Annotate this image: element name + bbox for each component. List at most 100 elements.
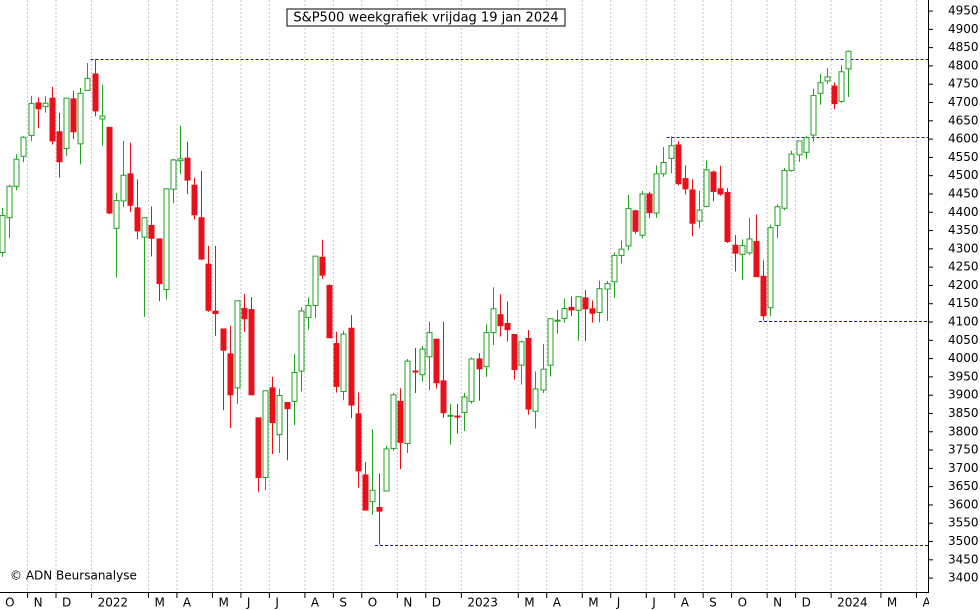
y-tick-label: 3600 xyxy=(948,497,979,511)
candle-body xyxy=(156,238,163,285)
candle-body xyxy=(255,417,262,478)
candle-body xyxy=(611,254,618,283)
y-tick-label: 4250 xyxy=(948,260,979,274)
x-tick-label: S xyxy=(709,596,717,610)
candle-body xyxy=(106,126,113,214)
y-tick-label: 4150 xyxy=(948,296,979,310)
candle-body xyxy=(547,318,554,366)
candle-body xyxy=(724,192,731,243)
candle-body xyxy=(35,102,42,110)
candle-body xyxy=(276,395,283,436)
candle-body xyxy=(824,76,831,82)
x-tick-label: J xyxy=(651,596,656,610)
candle-body xyxy=(376,506,383,512)
y-tick-label: 4850 xyxy=(948,40,979,54)
candle-body xyxy=(838,71,845,102)
x-tick-label: A xyxy=(681,596,690,610)
x-tick-label: N xyxy=(403,596,412,610)
candle-body xyxy=(84,77,91,91)
x-tick-label: D xyxy=(802,596,811,610)
x-tick-label: A xyxy=(922,596,931,610)
candle-body xyxy=(682,178,689,190)
candle-body xyxy=(632,210,639,232)
candle-body xyxy=(333,343,340,387)
x-tick-label: 2022 xyxy=(98,596,129,610)
candle-body xyxy=(319,256,326,276)
y-tick-label: 4100 xyxy=(948,315,979,329)
candle-body xyxy=(461,396,468,413)
x-tick-label: M xyxy=(887,596,897,610)
candle-body xyxy=(28,103,35,136)
x-tick-label: A xyxy=(183,596,192,610)
candle-body xyxy=(831,85,838,105)
candle-body xyxy=(70,98,77,133)
candle-body xyxy=(42,102,49,108)
candle-body xyxy=(781,170,788,209)
candle-body xyxy=(540,368,547,391)
candle-body xyxy=(504,322,511,331)
x-tick-label: J xyxy=(274,596,279,610)
candle-body xyxy=(340,333,347,393)
candle-body xyxy=(568,306,575,311)
candle-body xyxy=(191,184,198,216)
candle-body xyxy=(660,162,667,175)
x-tick-label: 2023 xyxy=(467,596,498,610)
candle-body xyxy=(269,387,276,424)
x-tick-label: O xyxy=(368,596,377,610)
y-tick-label: 4800 xyxy=(948,58,979,72)
candle-body xyxy=(383,448,390,492)
y-tick-label: 4050 xyxy=(948,333,979,347)
candle-body xyxy=(525,337,532,410)
candle-body xyxy=(49,97,56,142)
y-tick-label: 3400 xyxy=(948,571,979,585)
candle-body xyxy=(561,307,568,319)
candle-body xyxy=(20,136,27,157)
y-tick-label: 4300 xyxy=(948,241,979,255)
candle-body xyxy=(582,297,589,310)
x-tick-label: O xyxy=(738,596,747,610)
candle-body xyxy=(483,332,490,368)
candle-body xyxy=(746,238,753,254)
x-tick-label: N xyxy=(34,596,43,610)
y-tick-label: 3900 xyxy=(948,388,979,402)
candle-body xyxy=(234,300,241,389)
candle-body xyxy=(284,401,291,410)
candle-body xyxy=(675,144,682,185)
x-tick-label: M xyxy=(154,596,164,610)
candle-body xyxy=(518,341,525,366)
candle-body xyxy=(440,380,447,414)
candle-body xyxy=(646,193,653,214)
candle-body xyxy=(490,308,497,334)
candle-body xyxy=(511,333,518,371)
candle-body xyxy=(426,332,433,358)
candle-body xyxy=(796,140,803,156)
y-tick-label: 4450 xyxy=(948,186,979,200)
x-tick-label: N xyxy=(773,596,782,610)
candle-body xyxy=(134,207,141,232)
y-tick-label: 4700 xyxy=(948,95,979,109)
candle-body xyxy=(810,95,817,136)
candle-body xyxy=(710,171,717,192)
candle-body xyxy=(148,224,155,239)
candle-body xyxy=(99,115,106,120)
candle-body xyxy=(732,244,739,254)
x-tick-label: O xyxy=(5,596,14,610)
candle-body xyxy=(177,158,184,162)
candle-body xyxy=(113,200,120,229)
candle-body xyxy=(298,310,305,372)
candle-body xyxy=(205,263,212,311)
y-tick-label: 3700 xyxy=(948,461,979,475)
candle-body xyxy=(803,137,810,153)
credit: © ADN Beursanalyse xyxy=(10,569,137,583)
axes: O N D 2022 M A M J J A S O N D 2023 M A M J J A S O N D 2024 M A xyxy=(5,592,931,610)
y-tick-label: 4500 xyxy=(948,168,979,182)
y-tick-label: 3500 xyxy=(948,534,979,548)
y-axis: 3400 3450 3500 3550 3600 3650 3700 3750 3800 3850… xyxy=(928,4,979,585)
x-tick-label: M xyxy=(524,596,534,610)
x-tick-label: A xyxy=(311,596,320,610)
candle-body xyxy=(596,288,603,313)
candle-body xyxy=(355,413,362,472)
y-tick-label: 4000 xyxy=(948,351,979,365)
y-tick-label: 4550 xyxy=(948,150,979,164)
candle-body xyxy=(248,309,255,396)
